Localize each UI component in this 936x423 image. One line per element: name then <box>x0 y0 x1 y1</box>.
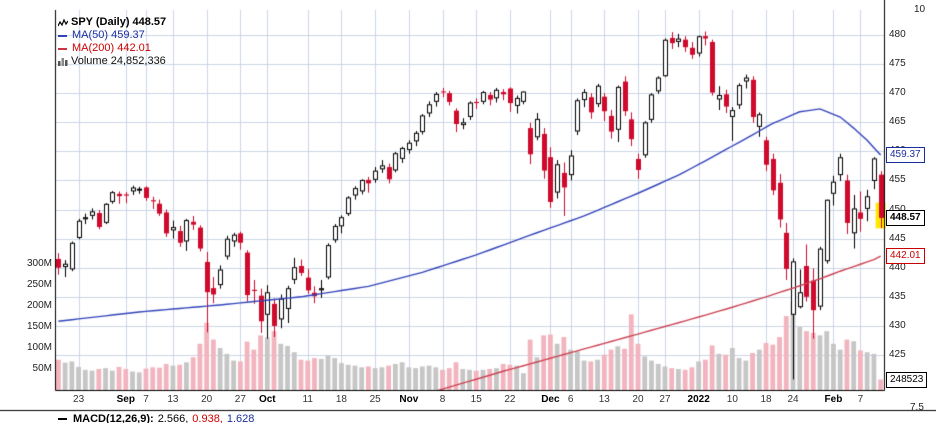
date-axis-label: 8 <box>439 394 446 405</box>
price-axis-label: 455 <box>889 174 906 186</box>
price-axis-label: 450 <box>889 204 906 215</box>
symbol-legend-row: SPY (Daily) 448.57 <box>58 16 166 29</box>
ma200-axis-tag: 442.01 <box>886 248 925 265</box>
date-axis-label: 15 <box>470 394 482 405</box>
ma200-line-swatch <box>58 47 67 50</box>
volume-axis-label: 300M <box>26 258 52 269</box>
volume-axis-label: 200M <box>26 300 52 311</box>
volume-axis-label: 50M <box>32 363 52 374</box>
volume-axis-label: 250M <box>26 279 52 290</box>
price-axis-label: 440 <box>889 261 906 273</box>
date-axis-label: 22 <box>504 394 516 405</box>
date-axis-label: Sep <box>116 394 135 405</box>
date-axis-label: 27 <box>659 394 671 405</box>
ma200-legend-row: MA(200) 442.01 <box>58 42 166 55</box>
ma50-axis-tag: 459.37 <box>886 147 925 164</box>
date-axis-label: 7 <box>857 394 864 405</box>
date-axis-label: 25 <box>369 394 381 405</box>
ma50-legend-row: MA(50) 459.37 <box>58 29 166 42</box>
macd-value: 2.566, <box>157 413 189 423</box>
date-axis-label: 6 <box>567 394 574 405</box>
price-axis-label: 475 <box>889 58 906 70</box>
price-axis-label: 465 <box>889 116 906 128</box>
symbol-title: SPY (Daily) <box>71 16 130 28</box>
ma200-legend-label: MA(200) 442.01 <box>72 42 151 54</box>
date-axis-label: Feb <box>824 394 843 405</box>
date-axis-label: 10 <box>726 394 738 405</box>
date-axis-label: 20 <box>632 394 644 405</box>
date-axis-label: 24 <box>787 394 799 405</box>
price-axis-label: 435 <box>889 290 906 302</box>
sharpchart-icon <box>58 18 68 28</box>
macd-label: MACD(12,26,9): <box>73 413 154 423</box>
date-axis-label: Dec <box>541 394 560 405</box>
lower-pane-scale-label: 7.5 <box>910 402 924 413</box>
date-axis-label: 2022 <box>687 394 710 405</box>
date-axis-label: 18 <box>760 394 772 405</box>
last-price-axis-tag: 448.57 <box>886 209 925 226</box>
volume-axis-label: 150M <box>26 321 52 332</box>
price-axis-label: 425 <box>889 349 906 360</box>
date-axis-label: 13 <box>598 394 610 405</box>
last-price: 448.57 <box>132 16 167 28</box>
date-axis-label: 13 <box>167 394 179 405</box>
ma50-legend-label: MA(50) 459.37 <box>72 29 145 41</box>
date-axis-label: 11 <box>302 394 313 405</box>
macd-line-swatch <box>58 418 67 420</box>
price-axis-label: 480 <box>889 29 906 40</box>
volume-legend-label: Volume 24,852,336 <box>71 55 166 67</box>
price-axis-label: 430 <box>889 319 906 331</box>
price-axis-label: 470 <box>889 87 906 99</box>
date-axis-label: 18 <box>335 394 347 405</box>
date-axis-label: 23 <box>73 394 85 405</box>
upper-pane-scale-label: 10 <box>914 4 926 15</box>
macd-hist-value: 1.628 <box>226 413 255 423</box>
macd-legend: MACD(12,26,9): 2.566, 0.938, 1.628 <box>58 413 254 423</box>
volume-axis-label: 100M <box>26 342 52 353</box>
volume-bars-icon <box>58 57 68 66</box>
macd-signal-value: 0.938, <box>192 413 223 423</box>
ma50-line-swatch <box>58 34 67 37</box>
volume-axis-tag: 248523 <box>886 371 928 388</box>
date-axis-label: Oct <box>258 394 276 405</box>
date-axis-label: 7 <box>143 394 149 405</box>
date-axis-label: 27 <box>234 394 246 405</box>
date-axis-label: 20 <box>201 394 213 405</box>
volume-legend-row: Volume 24,852,336 <box>58 55 166 68</box>
price-axis-label: 445 <box>889 232 906 244</box>
date-axis-label: Nov <box>399 394 419 405</box>
chart-legend: SPY (Daily) 448.57 MA(50) 459.37 MA(200)… <box>58 16 166 68</box>
